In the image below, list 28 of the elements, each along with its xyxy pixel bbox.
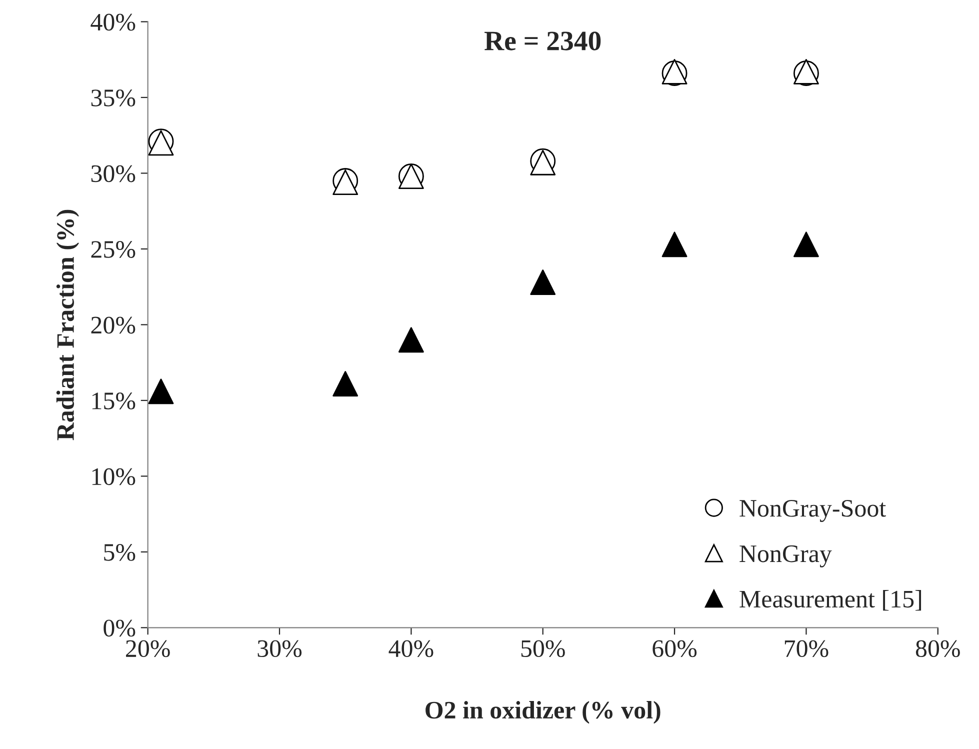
- x-axis-title: O2 in oxidizer (% vol): [426, 701, 660, 724]
- y-tick-label: 20%: [91, 316, 136, 334]
- legend-label: NonGray: [740, 545, 832, 568]
- x-tick-label: 50%: [521, 640, 565, 658]
- y-tick-label: 5%: [104, 544, 136, 561]
- y-tick-label: 35%: [91, 90, 136, 106]
- x-tick-label: 70%: [784, 640, 828, 658]
- x-tick-label: 80%: [916, 640, 960, 658]
- point: [530, 270, 556, 295]
- point: [398, 327, 424, 353]
- y-tick-label: 40%: [90, 14, 136, 31]
- y-tick-label: 10%: [92, 468, 136, 486]
- point: [148, 378, 174, 404]
- x-tick-label: 30%: [258, 640, 302, 658]
- x-tick-label: 40%: [388, 640, 434, 658]
- point: [793, 232, 819, 258]
- y-tick-label: 25%: [91, 241, 136, 258]
- chart-title: Re = 2340: [484, 32, 601, 50]
- y-tick-label: 0%: [104, 620, 136, 637]
- point: [332, 371, 358, 396]
- x-tick-label: 60%: [652, 640, 697, 658]
- x-tick-label: 20%: [126, 640, 170, 658]
- legend-label: NonGray-Soot: [740, 500, 886, 522]
- y-axis-title: Radiant Fraction (%): [56, 210, 80, 440]
- legend-label: Measurement [15]: [740, 590, 922, 611]
- y-tick-label: 30%: [91, 165, 136, 182]
- y-tick-label: 15%: [92, 392, 136, 410]
- point: [662, 232, 688, 258]
